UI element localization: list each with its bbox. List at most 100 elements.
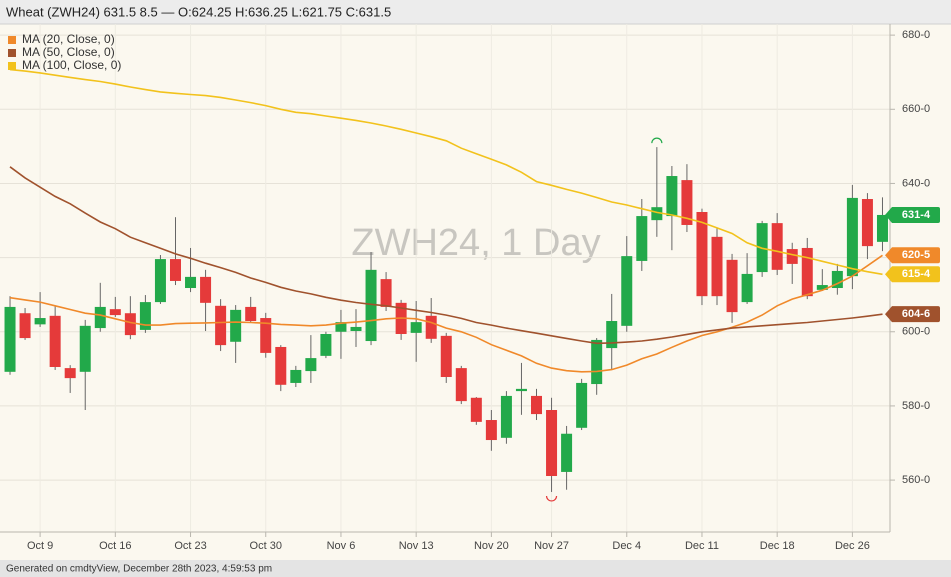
watermark: ZWH24, 1 Day (351, 222, 600, 264)
candle-body (350, 326, 362, 332)
candle-body (230, 309, 242, 342)
candle-body (64, 368, 76, 379)
low-marker (545, 495, 558, 502)
high-marker (651, 137, 663, 144)
candle-body (410, 322, 422, 333)
x-tick-label: Nov 6 (327, 540, 356, 552)
x-tick-label: Oct 16 (99, 540, 131, 552)
candle-body (726, 259, 738, 313)
y-tick-label: 660-0 (902, 103, 930, 115)
candle-body (290, 369, 302, 383)
y-tick-label: 640-0 (902, 177, 930, 189)
candle-body (275, 346, 287, 385)
candle-body (4, 306, 16, 372)
candle-body (711, 236, 723, 297)
candle-body (651, 207, 663, 221)
candle-body (876, 214, 888, 242)
candle-body (500, 395, 512, 438)
candle-body (831, 270, 843, 289)
candle-body (19, 313, 31, 339)
price-badge (885, 306, 940, 323)
candle-body (365, 269, 377, 342)
chart-title: Wheat (ZWH24) 631.5 8.5 — O:624.25 H:636… (6, 4, 391, 19)
candle-body (49, 315, 61, 367)
price-badge-label: 615-4 (902, 268, 931, 280)
x-tick-label: Dec 11 (685, 540, 719, 552)
legend: MA (20, Close, 0)MA (50, Close, 0)MA (10… (8, 32, 121, 72)
candle-body (260, 318, 272, 353)
candle-body (681, 180, 693, 225)
footer: Generated on cmdtyView, December 28th 20… (6, 564, 272, 575)
ma-line (9, 254, 883, 373)
x-tick-label: Nov 27 (534, 540, 569, 552)
candle-body (124, 313, 136, 336)
legend-swatch (8, 62, 16, 70)
candle-body (816, 285, 828, 290)
candle-body (335, 322, 347, 332)
legend-label: MA (50, Close, 0) (22, 45, 115, 59)
candle-body (79, 325, 91, 372)
x-tick-label: Oct 23 (174, 540, 206, 552)
candle-body (169, 259, 181, 281)
candle-body (786, 249, 798, 264)
candle-body (320, 333, 332, 356)
candle-body (380, 279, 392, 307)
candle-body (576, 382, 588, 428)
ma-line (9, 166, 883, 345)
legend-swatch (8, 49, 16, 57)
y-tick-label: 560-0 (902, 474, 930, 486)
candle-body (741, 273, 753, 303)
candle-body (561, 433, 573, 472)
candle-body (34, 318, 46, 325)
grid (0, 24, 890, 532)
candle-body (215, 305, 227, 346)
price-badge (885, 266, 940, 283)
candle-body (531, 395, 543, 415)
candle-body (546, 410, 558, 477)
candle-body (666, 176, 678, 217)
x-tick-label: Oct 30 (250, 540, 282, 552)
candle-body (185, 276, 197, 289)
candle-body (200, 276, 212, 303)
candle-body (636, 216, 648, 261)
candle-body (771, 223, 783, 270)
candle-body (425, 315, 437, 339)
candle-body (485, 420, 497, 441)
x-tick-label: Dec 26 (835, 540, 870, 552)
header-bar (0, 0, 951, 24)
legend-swatch (8, 36, 16, 44)
plot (4, 68, 888, 502)
candle-body (621, 256, 633, 326)
candle-body (109, 309, 121, 316)
candle-body (696, 211, 708, 297)
price-badge (885, 247, 940, 264)
x-tick-label: Oct 9 (27, 540, 53, 552)
candle-body (606, 321, 618, 349)
candle-body (305, 358, 317, 372)
x-tick-label: Dec 4 (612, 540, 641, 552)
candle-body (154, 259, 166, 303)
candle-body (470, 397, 482, 422)
candle-body (94, 306, 106, 329)
y-tick-label: 680-0 (902, 29, 930, 41)
x-tick-label: Nov 13 (399, 540, 434, 552)
candle-body (846, 197, 858, 277)
price-badge-label: 604-6 (902, 308, 930, 320)
price-badge (885, 206, 940, 223)
legend-label: MA (20, Close, 0) (22, 32, 115, 46)
candle-body (139, 302, 151, 330)
price-badge-label: 620-5 (902, 249, 930, 261)
x-tick-label: Nov 20 (474, 540, 509, 552)
y-tick-label: 600-0 (902, 326, 930, 338)
candle-body (591, 339, 603, 385)
candle-body (455, 368, 467, 402)
x-tick-label: Dec 18 (760, 540, 795, 552)
price-badge-label: 631-4 (902, 209, 931, 221)
legend-label: MA (100, Close, 0) (22, 58, 121, 72)
ma-line (9, 68, 883, 276)
y-tick-label: 580-0 (902, 400, 930, 412)
candle-body (245, 306, 257, 322)
